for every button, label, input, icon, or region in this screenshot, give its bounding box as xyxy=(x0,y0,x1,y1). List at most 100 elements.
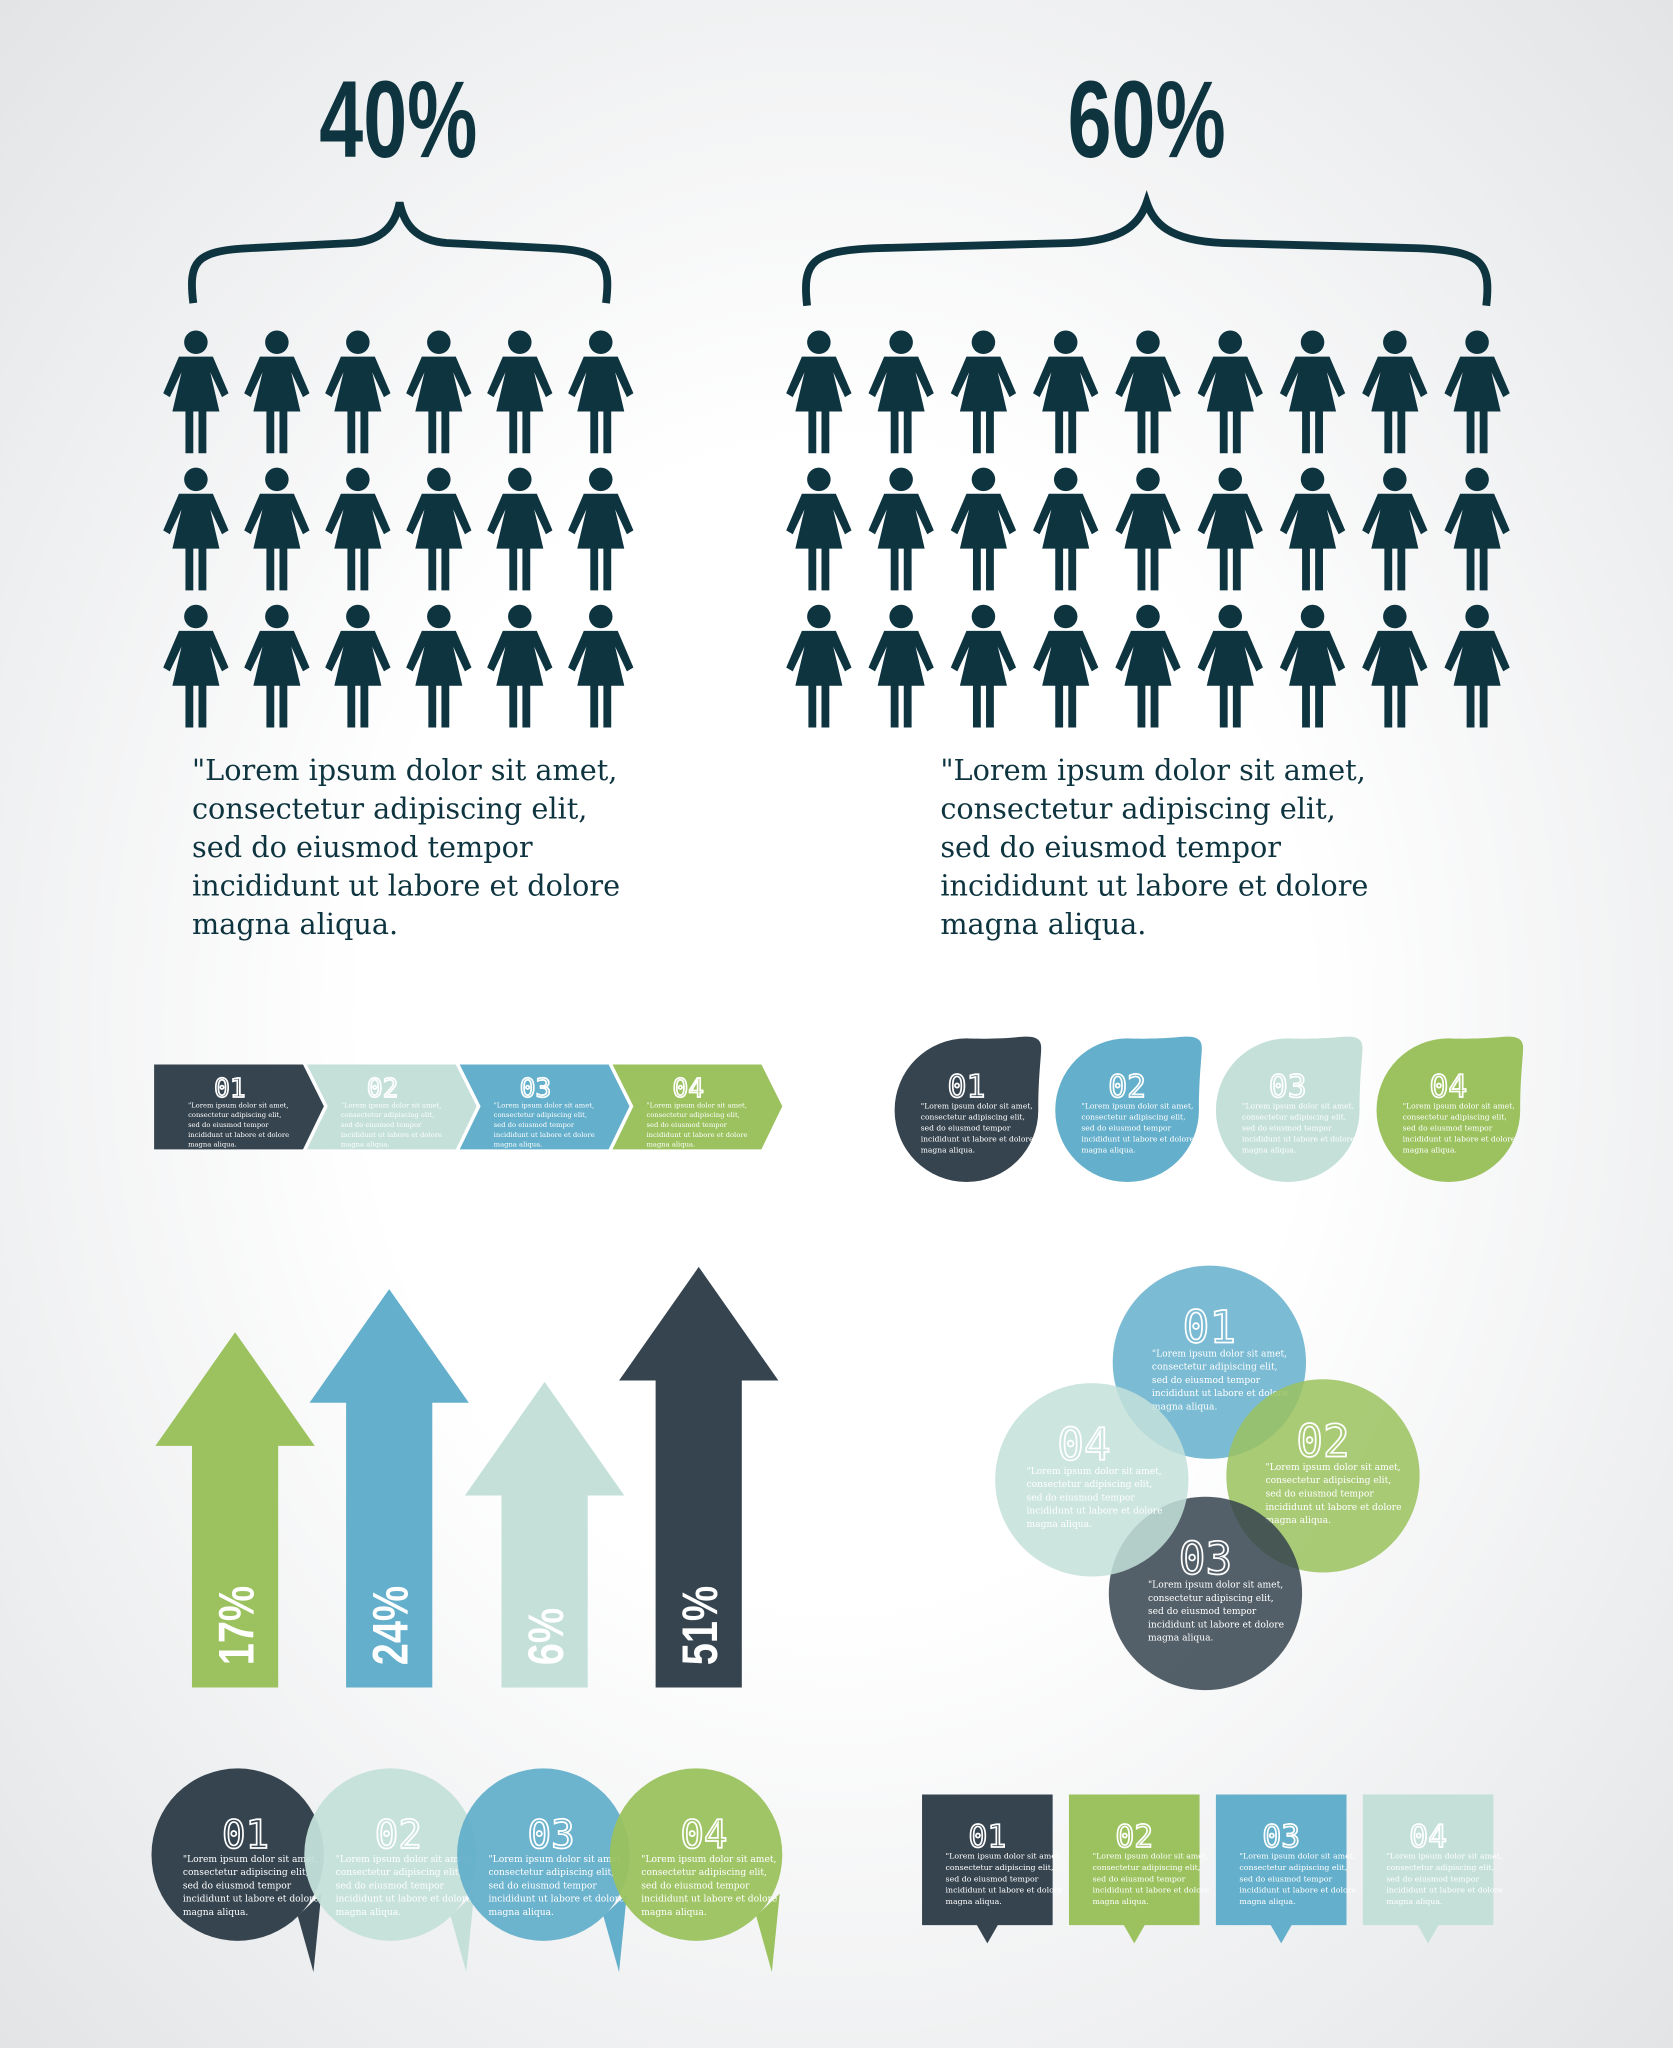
step-number: 02 xyxy=(367,1074,398,1104)
woman-icon xyxy=(244,604,310,728)
speech-bubble: 01"Lorem ipsum dolor sit amet, consectetu… xyxy=(151,1768,324,1973)
step-number: 04 xyxy=(680,1813,727,1858)
step-text: "Lorem ipsum dolor sit amet, consectetur … xyxy=(1081,1101,1194,1154)
woman-icon xyxy=(163,604,229,728)
brace-left xyxy=(188,201,612,304)
percent-60: 60% xyxy=(1068,58,1226,181)
arrow-bar: 17% xyxy=(155,1332,315,1688)
chevron-step: 04"Lorem ipsum dolor sit amet, consectetu… xyxy=(612,1064,783,1150)
woman-icon xyxy=(163,467,229,591)
arrow-shape xyxy=(309,1289,469,1688)
square-callout: 04"Lorem ipsum dolor sit amet, consectetu… xyxy=(1362,1794,1503,1944)
arrow-percent-label: 51% xyxy=(672,1586,728,1665)
woman-icon xyxy=(325,330,391,454)
woman-icon xyxy=(1444,604,1510,728)
woman-icon xyxy=(1197,604,1263,728)
step-number: 04 xyxy=(1057,1420,1110,1471)
chevron-step: 03"Lorem ipsum dolor sit amet, consectetu… xyxy=(459,1064,630,1150)
woman-icon xyxy=(568,604,634,728)
drop-step: 02"Lorem ipsum dolor sit amet, consectetu… xyxy=(1055,1036,1202,1183)
woman-icon xyxy=(786,604,852,728)
woman-icon xyxy=(1033,467,1099,591)
step-text: "Lorem ipsum dolor sit amet, consectetur … xyxy=(1242,1101,1355,1154)
brace-right xyxy=(802,190,1492,307)
step-text: "Lorem ipsum dolor sit amet, consectetur … xyxy=(341,1101,442,1148)
arrow-bar: 6% xyxy=(464,1381,625,1688)
woman-icon xyxy=(1362,604,1428,728)
square-callout: 03"Lorem ipsum dolor sit amet, consectetu… xyxy=(1215,1794,1356,1944)
step-number: 03 xyxy=(1269,1069,1307,1105)
step-text: "Lorem ipsum dolor sit amet, consectetur … xyxy=(1027,1467,1163,1530)
woman-icon xyxy=(1115,330,1181,454)
step-number: 04 xyxy=(673,1074,704,1104)
drop-step: 04"Lorem ipsum dolor sit amet, consectetu… xyxy=(1376,1036,1524,1183)
woman-icon xyxy=(950,467,1017,591)
step-text: "Lorem ipsum dolor sit amet, consectetur … xyxy=(494,1101,595,1148)
step-number: 01 xyxy=(1183,1303,1236,1354)
woman-icon xyxy=(244,467,310,591)
woman-icon xyxy=(1444,467,1510,591)
woman-icon xyxy=(163,330,229,454)
woman-icon xyxy=(1033,604,1099,728)
step-number: 03 xyxy=(1262,1819,1300,1855)
arrow-percent-label: 6% xyxy=(518,1608,574,1665)
step-text: "Lorem ipsum dolor sit amet, consectetur … xyxy=(1386,1852,1503,1906)
woman-icon xyxy=(868,467,934,591)
chevron-shape xyxy=(154,1064,324,1150)
step-number: 03 xyxy=(528,1813,575,1858)
arrow-bar: 51% xyxy=(619,1266,779,1688)
percent-40: 40% xyxy=(319,58,477,181)
woman-icon xyxy=(568,330,634,454)
woman-icon xyxy=(568,467,634,591)
woman-icon xyxy=(1115,604,1181,728)
step-text: "Lorem ipsum dolor sit amet, consectetur … xyxy=(188,1101,289,1148)
step-text: "Lorem ipsum dolor sit amet, consectetur … xyxy=(1092,1852,1209,1906)
woman-icon xyxy=(1279,467,1346,591)
step-text: "Lorem ipsum dolor sit amet, consectetur … xyxy=(183,1855,319,1918)
woman-icon xyxy=(487,604,553,728)
step-number: 01 xyxy=(968,1819,1006,1855)
woman-icon xyxy=(325,467,391,591)
woman-icon xyxy=(1115,467,1181,591)
quote-right: "Lorem ipsum dolor sit amet, consectetur … xyxy=(940,753,1368,941)
arrow-shape xyxy=(619,1266,779,1688)
step-number: 01 xyxy=(948,1069,986,1105)
woman-icon xyxy=(1033,330,1099,454)
arrow-shape xyxy=(155,1332,315,1688)
speech-bubble: 02"Lorem ipsum dolor sit amet, consectetu… xyxy=(304,1768,477,1973)
square-callout: 01"Lorem ipsum dolor sit amet, consectetu… xyxy=(922,1794,1063,1944)
woman-icon xyxy=(487,467,553,591)
drop-shape xyxy=(1376,1036,1524,1183)
step-number: 02 xyxy=(375,1813,422,1858)
step-text: "Lorem ipsum dolor sit amet, consectetur … xyxy=(1148,1581,1284,1644)
chevron-step: 02"Lorem ipsum dolor sit amet, consectetu… xyxy=(306,1064,477,1150)
step-number: 01 xyxy=(222,1813,269,1858)
chevron-shape xyxy=(306,1064,477,1150)
step-text: "Lorem ipsum dolor sit amet, consectetur … xyxy=(336,1855,472,1918)
woman-icon xyxy=(786,467,852,591)
step-number: 02 xyxy=(1115,1819,1153,1855)
woman-icon xyxy=(1279,330,1346,454)
step-text: "Lorem ipsum dolor sit amet, consectetur … xyxy=(921,1101,1034,1154)
woman-icon xyxy=(1279,604,1346,728)
woman-icon xyxy=(406,604,472,728)
woman-icon xyxy=(1362,330,1428,454)
chevron-step: 01"Lorem ipsum dolor sit amet, consectetu… xyxy=(154,1064,324,1150)
woman-icon xyxy=(1362,467,1428,591)
venn-circle: 04"Lorem ipsum dolor sit amet, consectetu… xyxy=(995,1383,1189,1577)
speech-bubble: 03"Lorem ipsum dolor sit amet, consectetu… xyxy=(457,1768,630,1973)
drop-shape xyxy=(1055,1036,1202,1183)
woman-icon xyxy=(950,604,1017,728)
step-number: 02 xyxy=(1296,1416,1349,1467)
speech-bubble: 04"Lorem ipsum dolor sit amet, consectetu… xyxy=(609,1768,783,1973)
step-text: "Lorem ipsum dolor sit amet, consectetur … xyxy=(646,1101,747,1148)
woman-icon xyxy=(406,467,472,591)
woman-icon xyxy=(325,604,391,728)
step-text: "Lorem ipsum dolor sit amet, consectetur … xyxy=(946,1852,1063,1906)
step-number: 02 xyxy=(1108,1069,1146,1105)
step-number: 03 xyxy=(1179,1534,1232,1585)
chevron-shape xyxy=(612,1064,783,1150)
step-number: 01 xyxy=(214,1074,245,1104)
arrow-shape xyxy=(464,1381,625,1688)
